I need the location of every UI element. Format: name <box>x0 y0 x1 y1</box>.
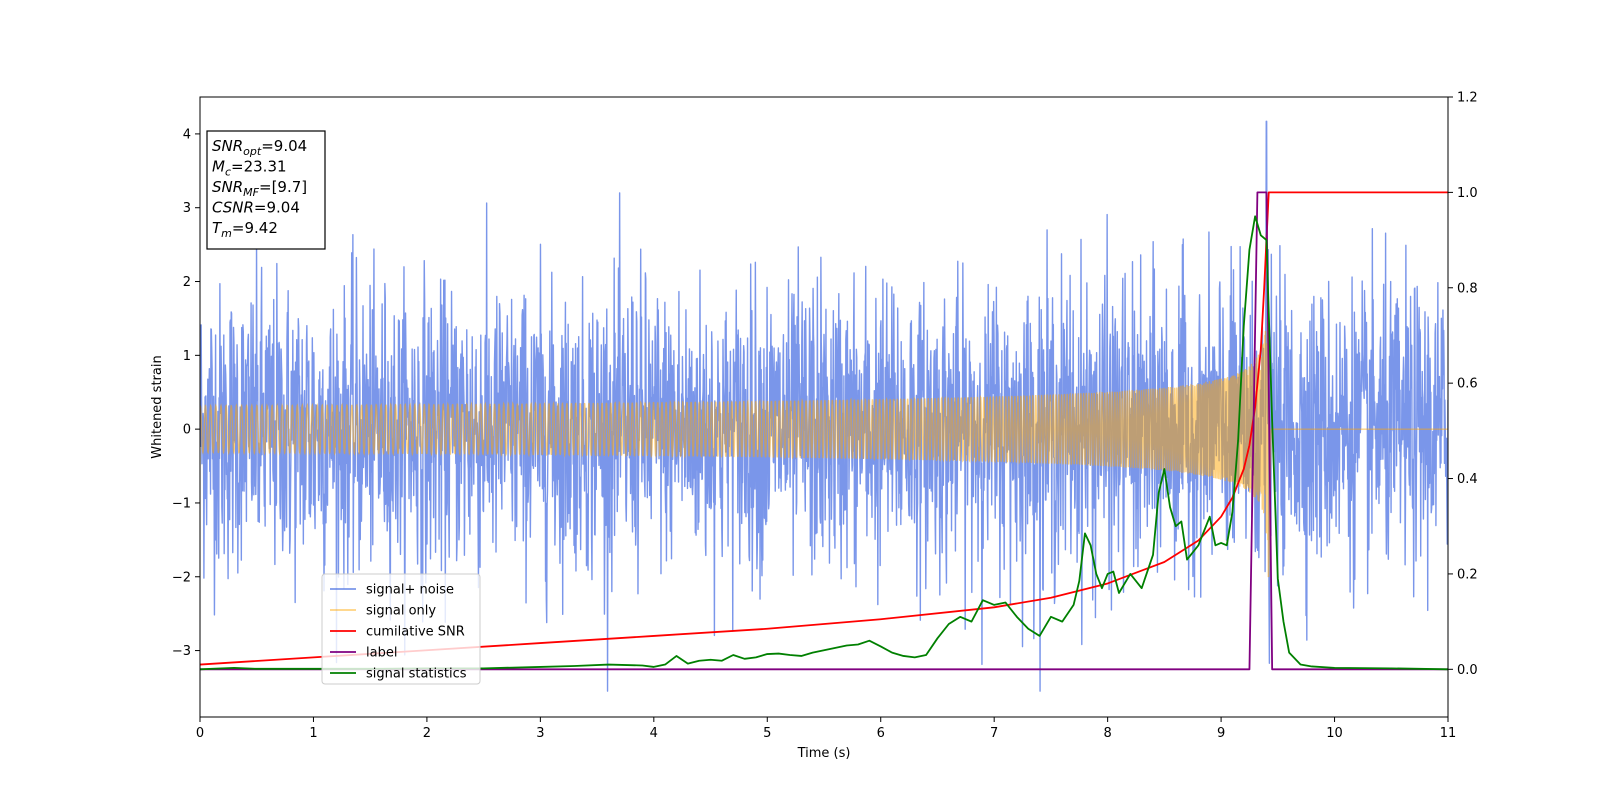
info-line: SNRMF=[9.7] <box>212 178 307 199</box>
y-left-tick-label: −3 <box>172 644 191 659</box>
x-tick-label: 5 <box>763 726 771 741</box>
legend: signal+ noise signal only cumilative SNR la… <box>321 573 481 685</box>
legend-label-signal-statistics: signal statistics <box>366 667 467 682</box>
x-tick-label: 4 <box>650 726 658 741</box>
info-line-subscript: m <box>221 227 232 240</box>
series-signal-noise <box>200 120 1448 692</box>
legend-label-cumilative-snr: cumilative SNR <box>366 625 465 640</box>
y-right-tick-label: 0.0 <box>1457 663 1478 678</box>
y-left-tick-label: −2 <box>172 570 191 585</box>
x-axis-title: Time (s) <box>797 746 851 761</box>
info-box: SNRopt=9.04Mc=23.31SNRMF=[9.7]CSNR=9.04T… <box>206 130 326 250</box>
y-axis-left: −3 −2 −1 0 1 2 3 4 <box>172 127 200 659</box>
x-tick-label: 9 <box>1217 726 1225 741</box>
info-line-value: =9.04 <box>254 199 300 217</box>
legend-label-signal-only: signal only <box>366 604 436 619</box>
info-line: Tm=9.42 <box>212 219 278 240</box>
y-left-tick-label: 1 <box>183 349 191 364</box>
info-line-value: =[9.7] <box>259 178 307 196</box>
y-right-tick-label: 1.0 <box>1457 186 1478 201</box>
x-tick-label: 11 <box>1440 726 1457 741</box>
info-line-symbol: T <box>212 219 223 237</box>
legend-label-label: label <box>366 646 397 661</box>
series-signal-only <box>200 317 1448 578</box>
x-axis: 0 1 2 3 4 5 6 7 8 9 10 11 <box>196 717 1456 741</box>
y-right-tick-label: 0.4 <box>1457 472 1478 487</box>
info-line-value: =23.31 <box>231 158 287 176</box>
y-axis-title: Whitened strain <box>150 355 165 458</box>
legend-frame <box>321 573 481 685</box>
x-tick-label: 1 <box>309 726 317 741</box>
info-line-subscript: c <box>225 166 231 179</box>
info-line-value: =9.42 <box>232 219 278 237</box>
legend-label-signal-noise: signal+ noise <box>366 583 454 598</box>
x-tick-label: 6 <box>877 726 885 741</box>
y-right-tick-label: 0.2 <box>1457 567 1478 582</box>
plot-frame <box>199 96 1449 718</box>
y-right-tick-label: 1.2 <box>1457 91 1478 106</box>
info-line: Mc=23.31 <box>212 158 287 179</box>
series-layer <box>200 120 1448 692</box>
info-line-symbol: SNR <box>212 137 243 155</box>
y-left-tick-label: 2 <box>183 275 191 290</box>
y-axis-right: 0.0 0.2 0.4 0.6 0.8 1.0 1.2 <box>1448 91 1478 678</box>
x-tick-label: 7 <box>990 726 998 741</box>
x-tick-label: 8 <box>1103 726 1111 741</box>
info-box-frame <box>206 130 326 250</box>
info-line-subscript: opt <box>243 145 262 158</box>
series-cumilative-snr <box>200 191 1448 666</box>
info-line: SNRopt=9.04 <box>212 137 307 158</box>
info-line-symbol: SNR <box>212 178 243 196</box>
y-left-tick-label: 3 <box>183 201 191 216</box>
info-line: CSNR=9.04 <box>212 199 300 217</box>
info-line-value: =9.04 <box>261 137 307 155</box>
y-right-tick-label: 0.6 <box>1457 377 1478 392</box>
info-line-subscript: MF <box>243 186 259 199</box>
info-line-symbol: CSNR <box>212 199 254 217</box>
x-tick-label: 10 <box>1326 726 1343 741</box>
x-tick-label: 2 <box>423 726 431 741</box>
info-line-symbol: M <box>212 158 225 176</box>
series-label <box>200 191 1448 671</box>
y-right-tick-label: 0.8 <box>1457 281 1478 296</box>
y-left-tick-label: 0 <box>183 423 191 438</box>
series-signal-statistics <box>200 215 1448 671</box>
x-tick-label: 0 <box>196 726 204 741</box>
y-left-tick-label: −1 <box>172 496 191 511</box>
x-tick-label: 3 <box>536 726 544 741</box>
y-left-tick-label: 4 <box>183 127 191 142</box>
